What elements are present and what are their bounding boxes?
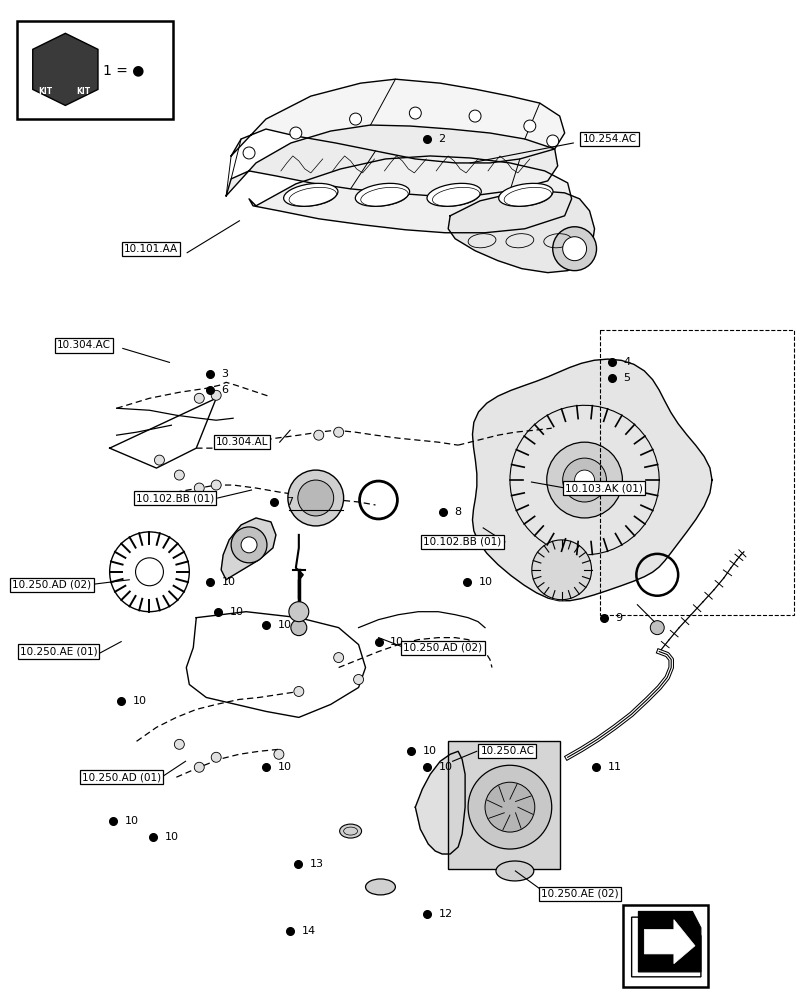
Polygon shape — [473, 359, 712, 601]
Ellipse shape — [427, 183, 482, 206]
Text: 10.250.AC: 10.250.AC — [480, 746, 534, 756]
Text: 10: 10 — [278, 762, 292, 772]
Circle shape — [294, 686, 304, 696]
Circle shape — [314, 430, 324, 440]
Text: 10.101.AA: 10.101.AA — [124, 244, 178, 254]
Circle shape — [194, 483, 204, 493]
Ellipse shape — [496, 861, 534, 881]
Ellipse shape — [339, 824, 361, 838]
Polygon shape — [231, 79, 565, 163]
Circle shape — [211, 390, 221, 400]
Circle shape — [231, 527, 267, 563]
Circle shape — [289, 602, 309, 622]
Text: 10: 10 — [278, 620, 292, 630]
Text: 10.250.AD (01): 10.250.AD (01) — [82, 772, 161, 782]
Circle shape — [241, 537, 257, 553]
Polygon shape — [448, 191, 595, 273]
Text: 10.304.AL: 10.304.AL — [216, 437, 268, 447]
Circle shape — [562, 458, 607, 502]
Circle shape — [547, 442, 622, 518]
Circle shape — [410, 107, 421, 119]
Polygon shape — [644, 920, 695, 964]
Text: KIT: KIT — [38, 87, 52, 96]
Text: 13: 13 — [309, 859, 324, 869]
Ellipse shape — [365, 879, 395, 895]
Circle shape — [354, 675, 364, 684]
Bar — [17, 21, 174, 119]
Circle shape — [562, 237, 587, 261]
Polygon shape — [221, 518, 276, 580]
Bar — [448, 741, 560, 869]
Text: 10.254.AC: 10.254.AC — [583, 134, 637, 144]
Circle shape — [211, 752, 221, 762]
Bar — [623, 905, 708, 987]
Text: 5: 5 — [624, 373, 630, 383]
Circle shape — [350, 113, 361, 125]
Text: 10.250.AD (02): 10.250.AD (02) — [12, 580, 91, 590]
Circle shape — [211, 480, 221, 490]
Circle shape — [547, 135, 558, 147]
Circle shape — [468, 765, 552, 849]
Polygon shape — [532, 540, 591, 600]
Text: 10.102.BB (01): 10.102.BB (01) — [423, 537, 502, 547]
Polygon shape — [249, 156, 571, 233]
Text: 10.103.AK (01): 10.103.AK (01) — [565, 483, 643, 493]
Circle shape — [298, 480, 334, 516]
Text: 3: 3 — [221, 369, 229, 379]
Circle shape — [290, 127, 302, 139]
Circle shape — [553, 227, 596, 271]
Circle shape — [469, 110, 481, 122]
Text: 1 = ●: 1 = ● — [103, 63, 144, 77]
Text: 7: 7 — [286, 497, 292, 507]
Circle shape — [243, 147, 255, 159]
Text: 10: 10 — [390, 637, 404, 647]
Text: 11: 11 — [608, 762, 621, 772]
Text: 10: 10 — [439, 762, 452, 772]
Circle shape — [175, 739, 184, 749]
Polygon shape — [226, 125, 558, 196]
Polygon shape — [33, 33, 98, 105]
Circle shape — [650, 621, 664, 635]
Circle shape — [485, 782, 535, 832]
Text: 8: 8 — [455, 507, 461, 517]
Text: 10.250.AE (02): 10.250.AE (02) — [541, 889, 619, 899]
Ellipse shape — [284, 183, 338, 206]
Circle shape — [524, 120, 536, 132]
Polygon shape — [638, 911, 701, 972]
Text: 10: 10 — [165, 832, 179, 842]
Circle shape — [154, 455, 164, 465]
Circle shape — [274, 749, 284, 759]
Text: 10: 10 — [221, 577, 235, 587]
Text: 4: 4 — [624, 357, 631, 367]
Text: 10: 10 — [124, 816, 139, 826]
Circle shape — [136, 558, 163, 586]
Polygon shape — [415, 751, 465, 854]
Text: 10.250.AE (01): 10.250.AE (01) — [19, 647, 97, 657]
Ellipse shape — [499, 183, 553, 206]
Polygon shape — [632, 917, 701, 977]
Text: 10.304.AC: 10.304.AC — [57, 340, 112, 350]
Circle shape — [574, 470, 595, 490]
Text: 14: 14 — [301, 926, 316, 936]
Bar — [600, 330, 793, 615]
Text: 10: 10 — [133, 696, 147, 706]
Text: 10.250.AD (02): 10.250.AD (02) — [403, 643, 482, 653]
Text: KIT: KIT — [76, 87, 90, 96]
Circle shape — [288, 470, 343, 526]
Circle shape — [334, 653, 343, 663]
Circle shape — [194, 393, 204, 403]
Circle shape — [291, 620, 307, 636]
Text: 6: 6 — [221, 385, 229, 395]
Circle shape — [175, 470, 184, 480]
Text: 10: 10 — [423, 746, 436, 756]
Text: 9: 9 — [616, 613, 623, 623]
Circle shape — [194, 762, 204, 772]
Text: 10: 10 — [479, 577, 493, 587]
Text: 10: 10 — [229, 607, 243, 617]
Text: 2: 2 — [439, 134, 446, 144]
Text: 12: 12 — [439, 909, 452, 919]
Circle shape — [334, 427, 343, 437]
Text: 10.102.BB (01): 10.102.BB (01) — [136, 493, 214, 503]
Ellipse shape — [356, 183, 410, 206]
